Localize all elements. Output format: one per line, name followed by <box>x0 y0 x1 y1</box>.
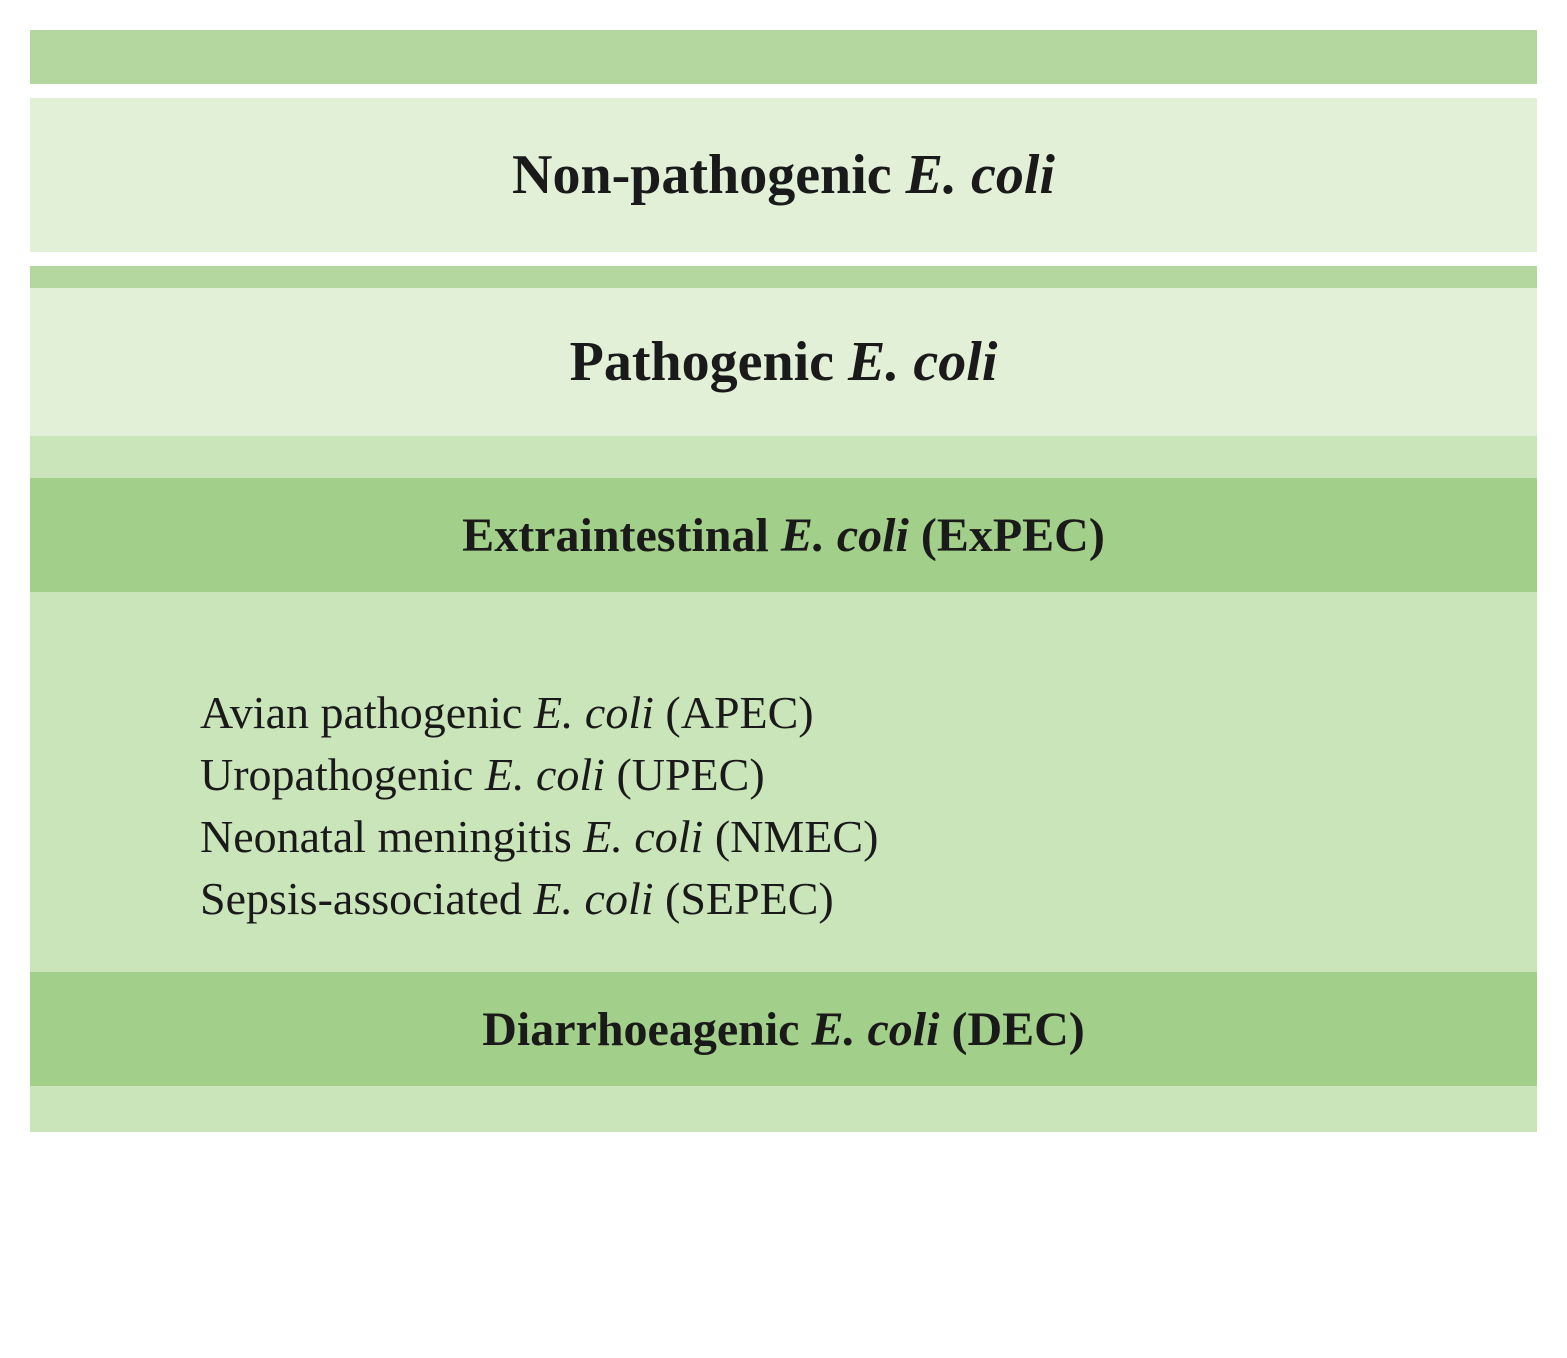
ecoli-classification-diagram: Non-pathogenic E. coli Pathogenic E. col… <box>30 30 1537 1132</box>
list-item: Uropathogenic E. coli (UPEC) <box>200 744 878 806</box>
top-strip <box>30 30 1537 84</box>
expec-header-label: Extraintestinal E. coli (ExPEC) <box>462 508 1105 563</box>
dec-header-label: Diarrhoeagenic E. coli (DEC) <box>482 1002 1085 1057</box>
expec-list-band: Avian pathogenic E. coli (APEC) Uropatho… <box>30 592 1537 972</box>
mid-strip <box>30 266 1537 288</box>
pale-strip <box>30 436 1537 478</box>
list-item: Sepsis-associated E. coli (SEPEC) <box>200 868 878 930</box>
pathogenic-label: Pathogenic E. coli <box>570 330 998 394</box>
list-item: Neonatal meningitis E. coli (NMEC) <box>200 806 878 868</box>
gap <box>30 84 1537 98</box>
non-pathogenic-band: Non-pathogenic E. coli <box>30 98 1537 252</box>
non-pathogenic-label: Non-pathogenic E. coli <box>512 143 1055 207</box>
pathogenic-band: Pathogenic E. coli <box>30 288 1537 436</box>
dec-header-band: Diarrhoeagenic E. coli (DEC) <box>30 972 1537 1086</box>
list-item: Avian pathogenic E. coli (APEC) <box>200 682 878 744</box>
expec-header-band: Extraintestinal E. coli (ExPEC) <box>30 478 1537 592</box>
gap <box>30 252 1537 266</box>
bottom-strip <box>30 1086 1537 1132</box>
expec-list: Avian pathogenic E. coli (APEC) Uropatho… <box>200 682 878 930</box>
